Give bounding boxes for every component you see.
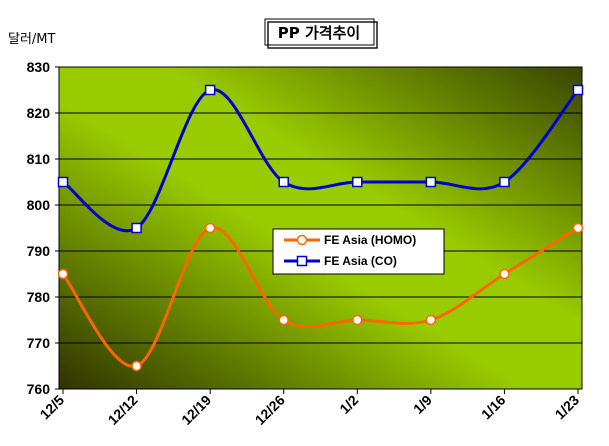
data-point <box>425 314 437 326</box>
data-point <box>57 176 69 188</box>
data-point <box>57 268 69 280</box>
legend-homo-label: FE Asia (HOMO) <box>324 233 416 247</box>
x-tick-label: 1/9 <box>410 392 435 417</box>
series-line <box>62 88 580 233</box>
chart-title-text: PP 가격추이 <box>278 24 360 42</box>
y-tick-label: 810 <box>27 151 51 167</box>
data-point <box>352 314 363 326</box>
series-layer <box>57 84 584 372</box>
gridlines <box>59 112 582 344</box>
data-point <box>499 176 510 188</box>
x-tick-label: 1/23 <box>552 392 583 423</box>
data-point <box>131 360 142 372</box>
y-tick-label: 820 <box>27 105 51 121</box>
data-point <box>278 314 289 326</box>
y-tick-label: 830 <box>27 59 51 75</box>
series-homo <box>57 222 584 372</box>
x-tick-label: 1/2 <box>336 392 361 417</box>
legend: FE Asia (HOMO) FE Asia (CO) <box>272 228 445 275</box>
data-point <box>572 84 584 96</box>
data-point <box>425 176 437 188</box>
legend-co-marker <box>296 255 308 267</box>
data-point <box>352 176 363 188</box>
data-point <box>572 222 584 234</box>
data-point <box>131 222 142 234</box>
data-point <box>204 84 216 96</box>
legend-item-homo: FE Asia (HOMO) <box>284 233 416 247</box>
series-co <box>57 84 584 234</box>
y-tick-label: 770 <box>27 335 51 351</box>
y-tick-label: 800 <box>27 197 51 213</box>
data-point <box>204 222 216 234</box>
legend-item-co: FE Asia (CO) <box>284 254 397 268</box>
plot-area <box>58 66 583 390</box>
x-tick-label: 12/19 <box>178 392 214 428</box>
x-tick-label: 12/12 <box>105 392 141 428</box>
x-tick-label: 1/16 <box>478 392 509 423</box>
chart-title: PP 가격추이 <box>264 18 378 49</box>
legend-homo-marker <box>296 234 308 246</box>
y-axis-unit-label: 달러/MT <box>8 32 56 47</box>
x-tick-label: 12/26 <box>252 392 288 428</box>
y-tick-label: 780 <box>27 289 51 305</box>
y-tick-label: 760 <box>27 381 51 397</box>
data-point <box>499 268 510 280</box>
data-point <box>278 176 289 188</box>
legend-co-label: FE Asia (CO) <box>324 254 397 268</box>
y-tick-label: 790 <box>27 243 51 259</box>
